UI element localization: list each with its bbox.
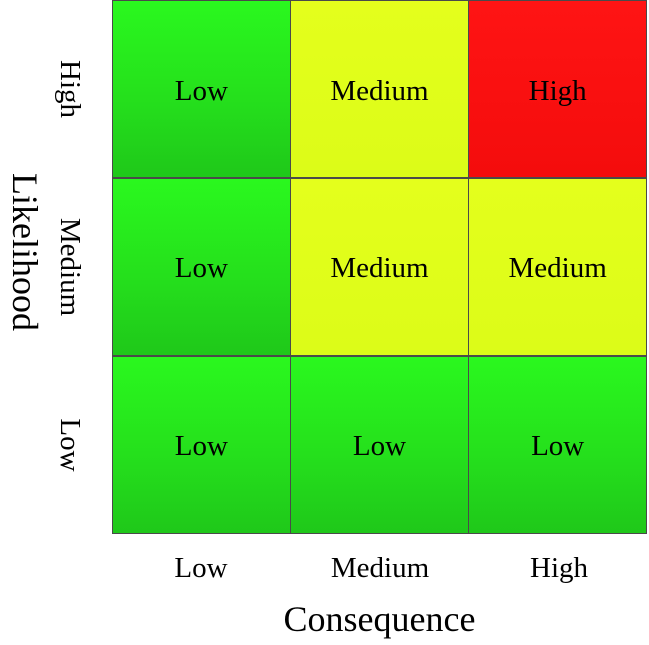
y-tick-medium: Medium (54, 217, 86, 317)
cell-low-likelihood-high-consequence: Low (469, 356, 646, 533)
cell-medium-likelihood-high-consequence: Medium (469, 178, 646, 356)
x-tick-medium: Medium (330, 552, 430, 584)
y-axis-title: Likelihood (5, 173, 45, 331)
cell-low-likelihood-medium-consequence: Low (291, 356, 468, 533)
cell-label: Medium (508, 252, 607, 285)
risk-matrix-grid: Low Medium High Low Medium Medium Low Lo… (112, 0, 647, 534)
cell-low-likelihood-low-consequence: Low (113, 356, 290, 533)
cell-label: Medium (330, 74, 429, 107)
cell-high-likelihood-medium-consequence: Medium (291, 1, 468, 178)
x-tick-low: Low (174, 552, 228, 584)
cell-label: Low (531, 430, 585, 463)
cell-label: Medium (330, 252, 429, 285)
cell-label: Low (174, 430, 228, 463)
cell-label: Low (352, 430, 407, 463)
cell-high-likelihood-high-consequence: High (469, 1, 646, 178)
y-tick-high: High (54, 60, 86, 118)
cell-label: High (528, 74, 587, 107)
cell-label: Low (174, 252, 228, 285)
cell-medium-likelihood-medium-consequence: Medium (291, 178, 468, 356)
cell-medium-likelihood-low-consequence: Low (113, 178, 290, 356)
cell-label: Low (174, 74, 228, 107)
x-tick-high: High (530, 552, 588, 584)
y-tick-low: Low (54, 418, 86, 472)
cell-high-likelihood-low-consequence: Low (113, 1, 290, 178)
x-axis-title: Consequence (283, 599, 476, 639)
